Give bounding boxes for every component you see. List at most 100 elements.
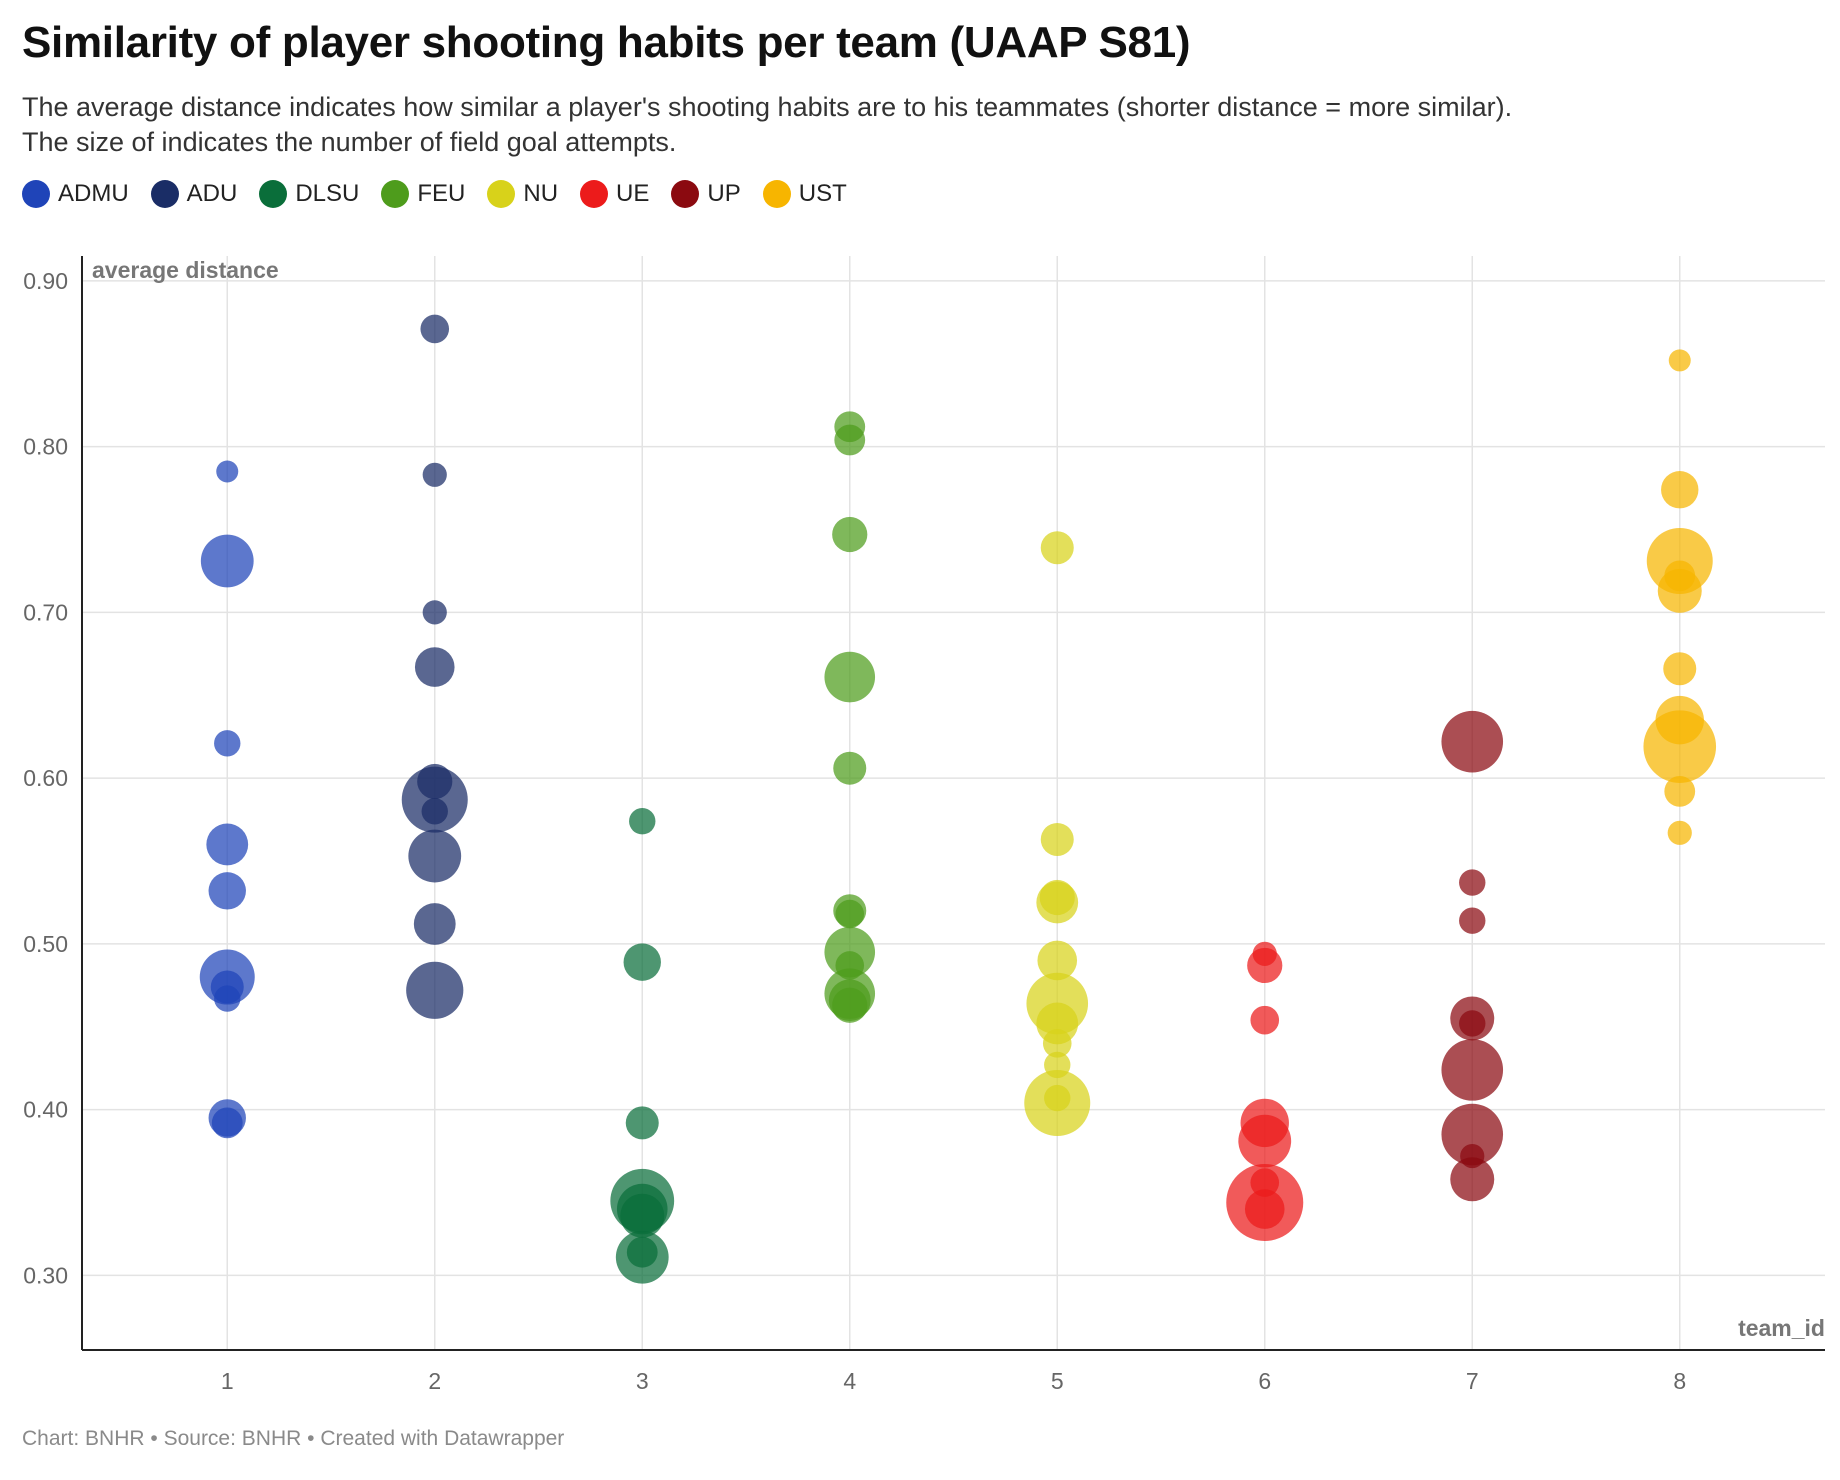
data-point-nu	[1044, 1051, 1071, 1079]
data-point-adu	[420, 314, 450, 344]
data-point-feu	[832, 516, 868, 553]
x-tick-label: 1	[221, 1368, 234, 1394]
x-tick-label: 2	[428, 1368, 441, 1394]
legend-swatch	[381, 180, 410, 208]
data-point-feu	[832, 987, 868, 1023]
data-point-up	[1441, 1039, 1504, 1101]
legend-label: UE	[616, 180, 650, 207]
legend-label: UP	[707, 180, 741, 207]
legend-label: ADU	[186, 180, 238, 207]
data-point-ust	[1667, 820, 1692, 845]
data-point-adu	[421, 798, 448, 825]
legend-label: DLSU	[295, 180, 360, 207]
data-point-up	[1450, 1157, 1495, 1202]
legend-swatch	[259, 180, 288, 208]
y-tick-label: 0.80	[23, 434, 68, 460]
data-point-admu	[214, 730, 241, 757]
x-tick-label: 4	[843, 1368, 856, 1394]
data-point-feu	[834, 424, 866, 456]
data-point-dlsu	[626, 1236, 658, 1268]
chart-subtitle: The average distance indicates how simil…	[22, 90, 1802, 160]
legend: ADMU ADU DLSU FEU NU UE UP UST	[22, 180, 847, 208]
data-point-ue	[1252, 941, 1277, 966]
x-tick-label: 8	[1673, 1368, 1686, 1394]
data-point-admu	[206, 823, 249, 866]
data-point-adu	[417, 763, 453, 800]
data-point-ue	[1250, 1005, 1280, 1035]
legend-item: FEU	[381, 180, 465, 208]
x-axis-title: team_id	[1738, 1315, 1825, 1341]
data-point-adu	[422, 600, 447, 625]
data-point-ue	[1250, 1168, 1280, 1197]
data-point-ust	[1664, 775, 1696, 807]
data-point-up	[1460, 1143, 1485, 1169]
subtitle-line: The size of indicates the number of fiel…	[22, 127, 677, 157]
chart-footer: Chart: BNHR • Source: BNHR • Created wit…	[22, 1427, 564, 1451]
data-point-nu	[1037, 940, 1078, 981]
data-point-up	[1459, 907, 1486, 934]
legend-item: UST	[762, 180, 847, 208]
legend-item: UP	[671, 180, 741, 208]
data-point-admu	[211, 1107, 243, 1139]
legend-swatch	[487, 180, 516, 208]
y-tick-label: 0.50	[23, 931, 68, 957]
legend-label: ADMU	[58, 180, 129, 207]
x-tick-label: 7	[1466, 1368, 1479, 1394]
data-point-nu	[1040, 822, 1074, 856]
data-point-up	[1459, 1010, 1486, 1037]
y-tick-label: 0.70	[23, 599, 68, 625]
legend-item: DLSU	[259, 180, 359, 208]
data-point-dlsu	[629, 808, 656, 835]
legend-swatch	[671, 180, 700, 208]
data-point-nu	[1039, 879, 1075, 916]
legend-item: UE	[580, 180, 649, 208]
data-point-ust	[1663, 652, 1697, 686]
legend-swatch	[580, 180, 609, 208]
x-tick-label: 5	[1051, 1368, 1064, 1394]
source-credit: Source: BNHR	[163, 1427, 302, 1450]
y-tick-label: 0.40	[23, 1097, 68, 1123]
legend-swatch	[762, 180, 791, 208]
data-point-adu	[414, 647, 455, 687]
data-point-up	[1441, 1103, 1504, 1166]
data-point-adu	[422, 462, 447, 487]
data-point-admu	[216, 460, 239, 483]
footer-separator: •	[307, 1427, 315, 1450]
data-point-feu	[824, 651, 876, 703]
data-point-dlsu	[623, 943, 661, 981]
data-point-dlsu	[620, 1193, 665, 1238]
legend-item: NU	[487, 180, 558, 208]
legend-label: UST	[798, 180, 847, 207]
data-point-feu	[835, 951, 865, 980]
data-point-ust	[1664, 560, 1696, 592]
y-tick-label: 0.30	[23, 1262, 68, 1288]
data-point-adu	[413, 903, 456, 945]
tool-credit: Created with Datawrapper	[320, 1427, 565, 1450]
legend-label: NU	[523, 180, 559, 207]
y-tick-label: 0.60	[23, 765, 68, 791]
data-point-dlsu	[625, 1106, 659, 1140]
legend-swatch	[22, 180, 50, 208]
data-point-ue	[1244, 1189, 1285, 1229]
legend-swatch	[150, 180, 179, 208]
data-point-admu	[214, 985, 241, 1012]
subtitle-line: The average distance indicates how simil…	[22, 92, 1513, 122]
legend-item: ADMU	[22, 180, 129, 208]
legend-label: FEU	[417, 180, 466, 207]
y-axis-title: average distance	[92, 257, 279, 283]
x-tick-label: 6	[1258, 1368, 1271, 1394]
data-point-adu	[406, 961, 464, 1019]
data-point-ust	[1655, 695, 1704, 745]
data-point-admu	[200, 534, 254, 588]
data-point-ust	[1661, 471, 1699, 509]
chart-title: Similarity of player shooting habits per…	[22, 18, 1191, 67]
data-point-ust	[1668, 349, 1691, 372]
data-point-adu	[408, 829, 462, 883]
y-tick-label: 0.90	[23, 268, 68, 294]
x-tick-label: 3	[636, 1368, 649, 1394]
footer-separator: •	[150, 1427, 158, 1450]
data-point-nu	[1042, 1029, 1072, 1058]
data-point-nu	[1044, 1084, 1071, 1112]
data-point-feu	[835, 899, 865, 929]
data-point-nu	[1040, 531, 1074, 565]
